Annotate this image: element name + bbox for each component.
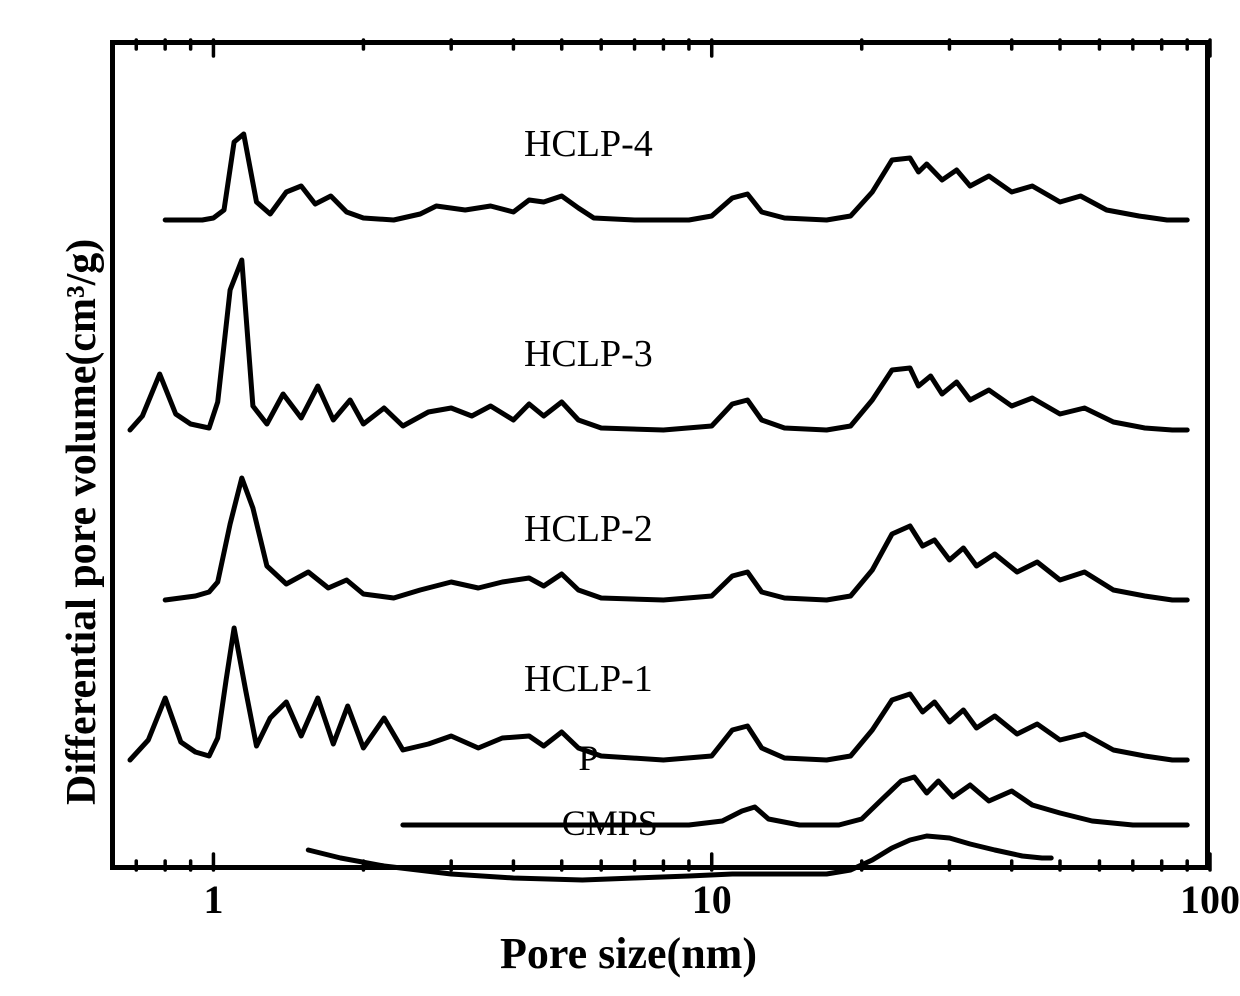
y-axis-label: Differential pore volume(cm³/g)	[58, 239, 106, 805]
series-label: P	[578, 737, 598, 779]
x-tick-label: 100	[1170, 876, 1240, 923]
series-label: HCLP-2	[524, 507, 653, 551]
x-tick-label: 1	[173, 876, 253, 923]
series-label: HCLP-4	[524, 122, 653, 166]
x-axis-label: Pore size(nm)	[500, 928, 757, 979]
series-label: HCLP-3	[524, 332, 653, 376]
series-label: HCLP-1	[524, 657, 653, 701]
x-tick-label: 10	[672, 876, 752, 923]
figure-root: 1 10 100 HCLP-4 HCLP-3 HCLP-2 HCLP-1 P CMPS Diff…	[0, 0, 1240, 996]
series-label: CMPS	[562, 802, 658, 844]
